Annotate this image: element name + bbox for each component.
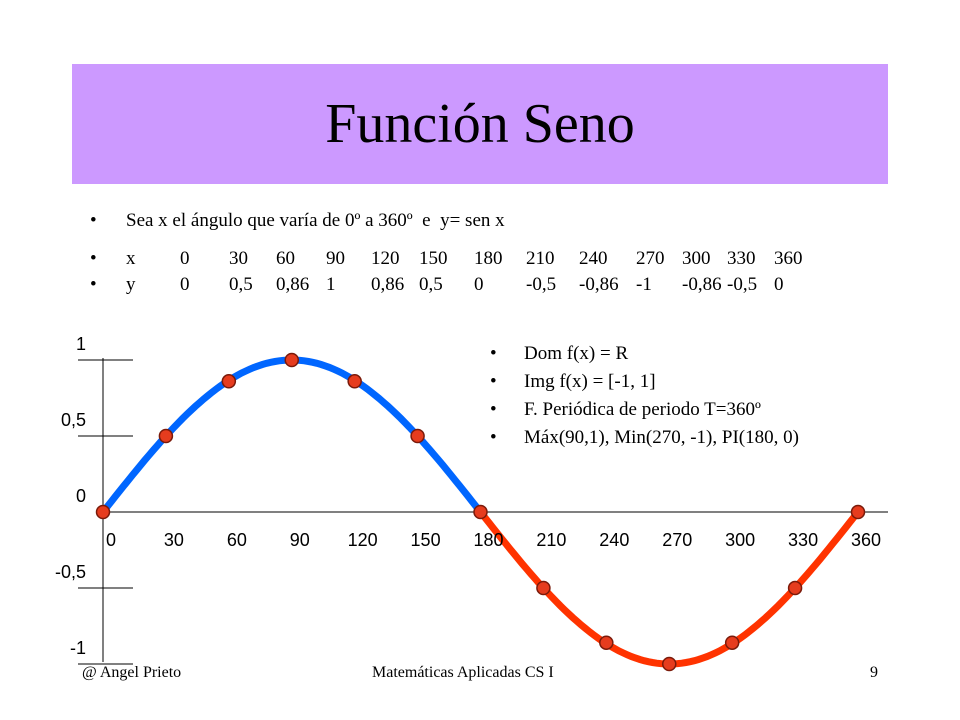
y-value-11: -0,5 [727, 274, 758, 295]
y-tick-label-2: 0 [76, 486, 86, 506]
property-text: Img f(x) = [-1, 1] [524, 371, 656, 392]
y-value-7: -0,5 [526, 274, 557, 295]
x-value-10: 300 [682, 248, 711, 269]
x-tick-label-0: 0 [106, 530, 116, 550]
property-item: • Dom f(x) = R [490, 340, 910, 368]
bullet-icon: • [490, 399, 497, 420]
x-value-0: 0 [180, 248, 190, 269]
bullet-icon: • [90, 248, 97, 269]
x-tick-label-240: 240 [599, 530, 629, 550]
bullet-icon: • [490, 343, 497, 364]
x-tick-label-60: 60 [227, 530, 247, 550]
data-point-60 [221, 374, 237, 389]
x-tick-label-210: 210 [536, 530, 566, 550]
x-values-table: x 0 30 60 90 120 150 180 210 240 270 300 330 360 [126, 246, 886, 272]
y-value-10: -0,86 [682, 274, 722, 295]
x-value-9: 270 [636, 248, 665, 269]
x-values-row: • x 0 30 60 90 120 150 180 210 240 270 300 330 360 [90, 246, 890, 272]
y-value-12: 0 [774, 274, 784, 295]
data-point-0 [95, 504, 111, 520]
data-point-180 [473, 504, 488, 520]
intro-text: Sea x el ángulo que varía de 0º a 360º e… [126, 210, 505, 231]
y-value-6: 0 [474, 274, 484, 295]
x-value-6: 180 [474, 248, 503, 269]
data-point-240 [599, 635, 614, 650]
title-band: Función Seno [72, 64, 888, 184]
chart-tick-labels: 0 30 60 90 120 150 180 210 240 270 300 330 36010,50-… [55, 334, 881, 658]
x-tick-label-120: 120 [348, 530, 378, 550]
x-value-4: 120 [371, 248, 400, 269]
x-tick-label-150: 150 [411, 530, 441, 550]
y-tick-label-0: 1 [76, 334, 86, 354]
y-value-5: 0,5 [419, 274, 443, 295]
x-value-8: 240 [579, 248, 608, 269]
property-item: • Máx(90,1), Min(270, -1), PI(180, 0) [490, 424, 910, 452]
data-point-90 [284, 352, 299, 368]
x-value-11: 330 [727, 248, 756, 269]
y-values-table: y 0 0,5 0,86 1 0,86 0,5 0 -0,5 -0,86 -1 -0,86 -0,5 0 [126, 272, 886, 298]
property-item: • F. Periódica de periodo T=360º [490, 396, 910, 424]
footer-author: @ Angel Prieto [82, 664, 182, 681]
y-value-9: -1 [636, 274, 652, 295]
property-text: Máx(90,1), Min(270, -1), PI(180, 0) [524, 427, 799, 448]
data-point-300 [724, 635, 740, 650]
y-value-2: 0,86 [276, 274, 310, 295]
x-tick-label-90: 90 [290, 530, 310, 550]
data-point-30 [158, 428, 174, 444]
chart-markers [95, 352, 866, 672]
property-text: Dom f(x) = R [524, 343, 629, 364]
x-value-3: 90 [326, 248, 345, 269]
bullet-icon: • [90, 274, 97, 295]
y-row-label: y [126, 274, 136, 295]
footer-page-number: 9 [870, 664, 878, 681]
x-tick-label-360: 360 [851, 530, 881, 550]
y-tick-label-4: -1 [70, 638, 86, 658]
x-tick-label-180: 180 [473, 530, 503, 550]
data-point-120 [347, 374, 362, 389]
y-tick-label-1: 0,5 [61, 410, 86, 430]
x-tick-label-300: 300 [725, 530, 755, 550]
data-point-150 [410, 428, 425, 444]
x-value-7: 210 [526, 248, 555, 269]
x-tick-label-30: 30 [164, 530, 184, 550]
property-text: F. Periódica de periodo T=360º [524, 399, 761, 420]
y-tick-label-3: -0,5 [55, 562, 86, 582]
data-point-360 [850, 504, 866, 520]
x-value-5: 150 [419, 248, 448, 269]
x-tick-label-330: 330 [788, 530, 818, 550]
x-value-1: 30 [229, 248, 248, 269]
y-value-8: -0,86 [579, 274, 619, 295]
intro-bullets: • Sea x el ángulo que varía de 0º a 360º… [90, 208, 890, 298]
intro-row: • Sea x el ángulo que varía de 0º a 360º… [90, 208, 890, 234]
data-point-270 [662, 656, 677, 672]
x-tick-label-270: 270 [662, 530, 692, 550]
bullet-icon: • [90, 210, 97, 231]
bullet-icon: • [490, 371, 497, 392]
x-row-label: x [126, 248, 136, 269]
y-value-3: 1 [326, 274, 336, 295]
footer-course: Matemáticas Aplicadas CS I [372, 664, 554, 681]
data-point-330 [787, 580, 803, 596]
properties-list: • Dom f(x) = R • Img f(x) = [-1, 1] • F. Peri… [490, 340, 910, 452]
data-point-210 [536, 580, 551, 596]
x-value-12: 360 [774, 248, 803, 269]
y-value-4: 0,86 [371, 274, 405, 295]
y-values-row: • y 0 0,5 0,86 1 0,86 0,5 0 -0,5 -0,86 -1 -0,86 -0,… [90, 272, 890, 298]
page-title: Función Seno [325, 93, 635, 155]
y-value-0: 0 [180, 274, 190, 295]
bullet-icon: • [490, 427, 497, 448]
property-item: • Img f(x) = [-1, 1] [490, 368, 910, 396]
y-value-1: 0,5 [229, 274, 253, 295]
x-value-2: 60 [276, 248, 295, 269]
